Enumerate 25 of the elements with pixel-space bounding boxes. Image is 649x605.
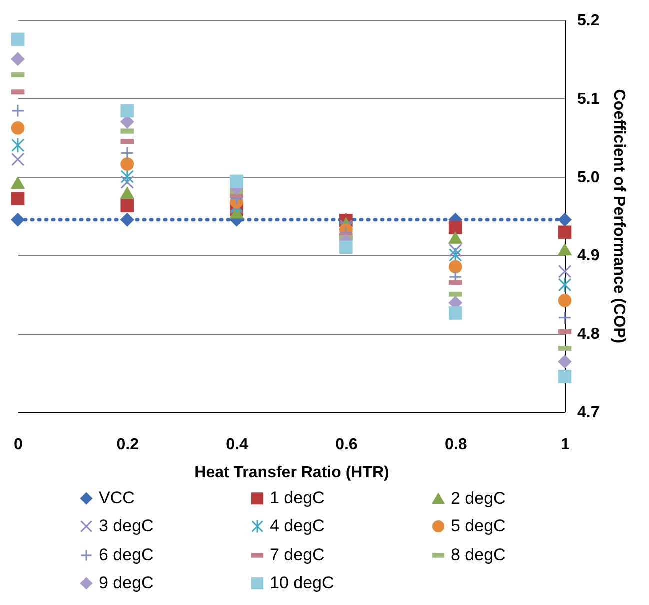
- x-axis-title: Heat Transfer Ratio (HTR): [194, 464, 390, 482]
- y-tick-label: 5.1: [578, 90, 600, 108]
- y-tick-label: 4.7: [578, 404, 600, 422]
- legend-label: 1 degC: [270, 488, 325, 508]
- legend-label: 5 degC: [451, 516, 506, 536]
- x-tick-label: 0.4: [226, 436, 249, 454]
- x-tick-label: 0.6: [336, 436, 358, 454]
- legend-label: 7 degC: [270, 546, 325, 564]
- y-tick-label: 5.0: [578, 169, 600, 186]
- legend-label: 2 degC: [451, 488, 506, 508]
- legend-label: 3 degC: [99, 516, 154, 536]
- legend-label: 10 degC: [270, 574, 334, 592]
- legend-label: 4 degC: [270, 516, 325, 536]
- legend-label: 8 degC: [451, 546, 506, 564]
- x-tick-label: 1: [561, 436, 570, 454]
- x-tick-label: 0.8: [444, 436, 468, 454]
- y-tick-label: 5.2: [578, 12, 600, 30]
- legend-label: VCC: [99, 488, 135, 508]
- x-tick-label: 0.2: [116, 436, 140, 454]
- y-tick-label: 4.8: [578, 326, 600, 344]
- x-tick-label: 0: [14, 436, 24, 454]
- y-axis-title: Coefficient of Performance (COP): [610, 89, 628, 344]
- legend-label: 9 degC: [99, 574, 154, 592]
- y-tick-label: 4.9: [578, 248, 600, 265]
- legend-label: 6 degC: [99, 546, 154, 564]
